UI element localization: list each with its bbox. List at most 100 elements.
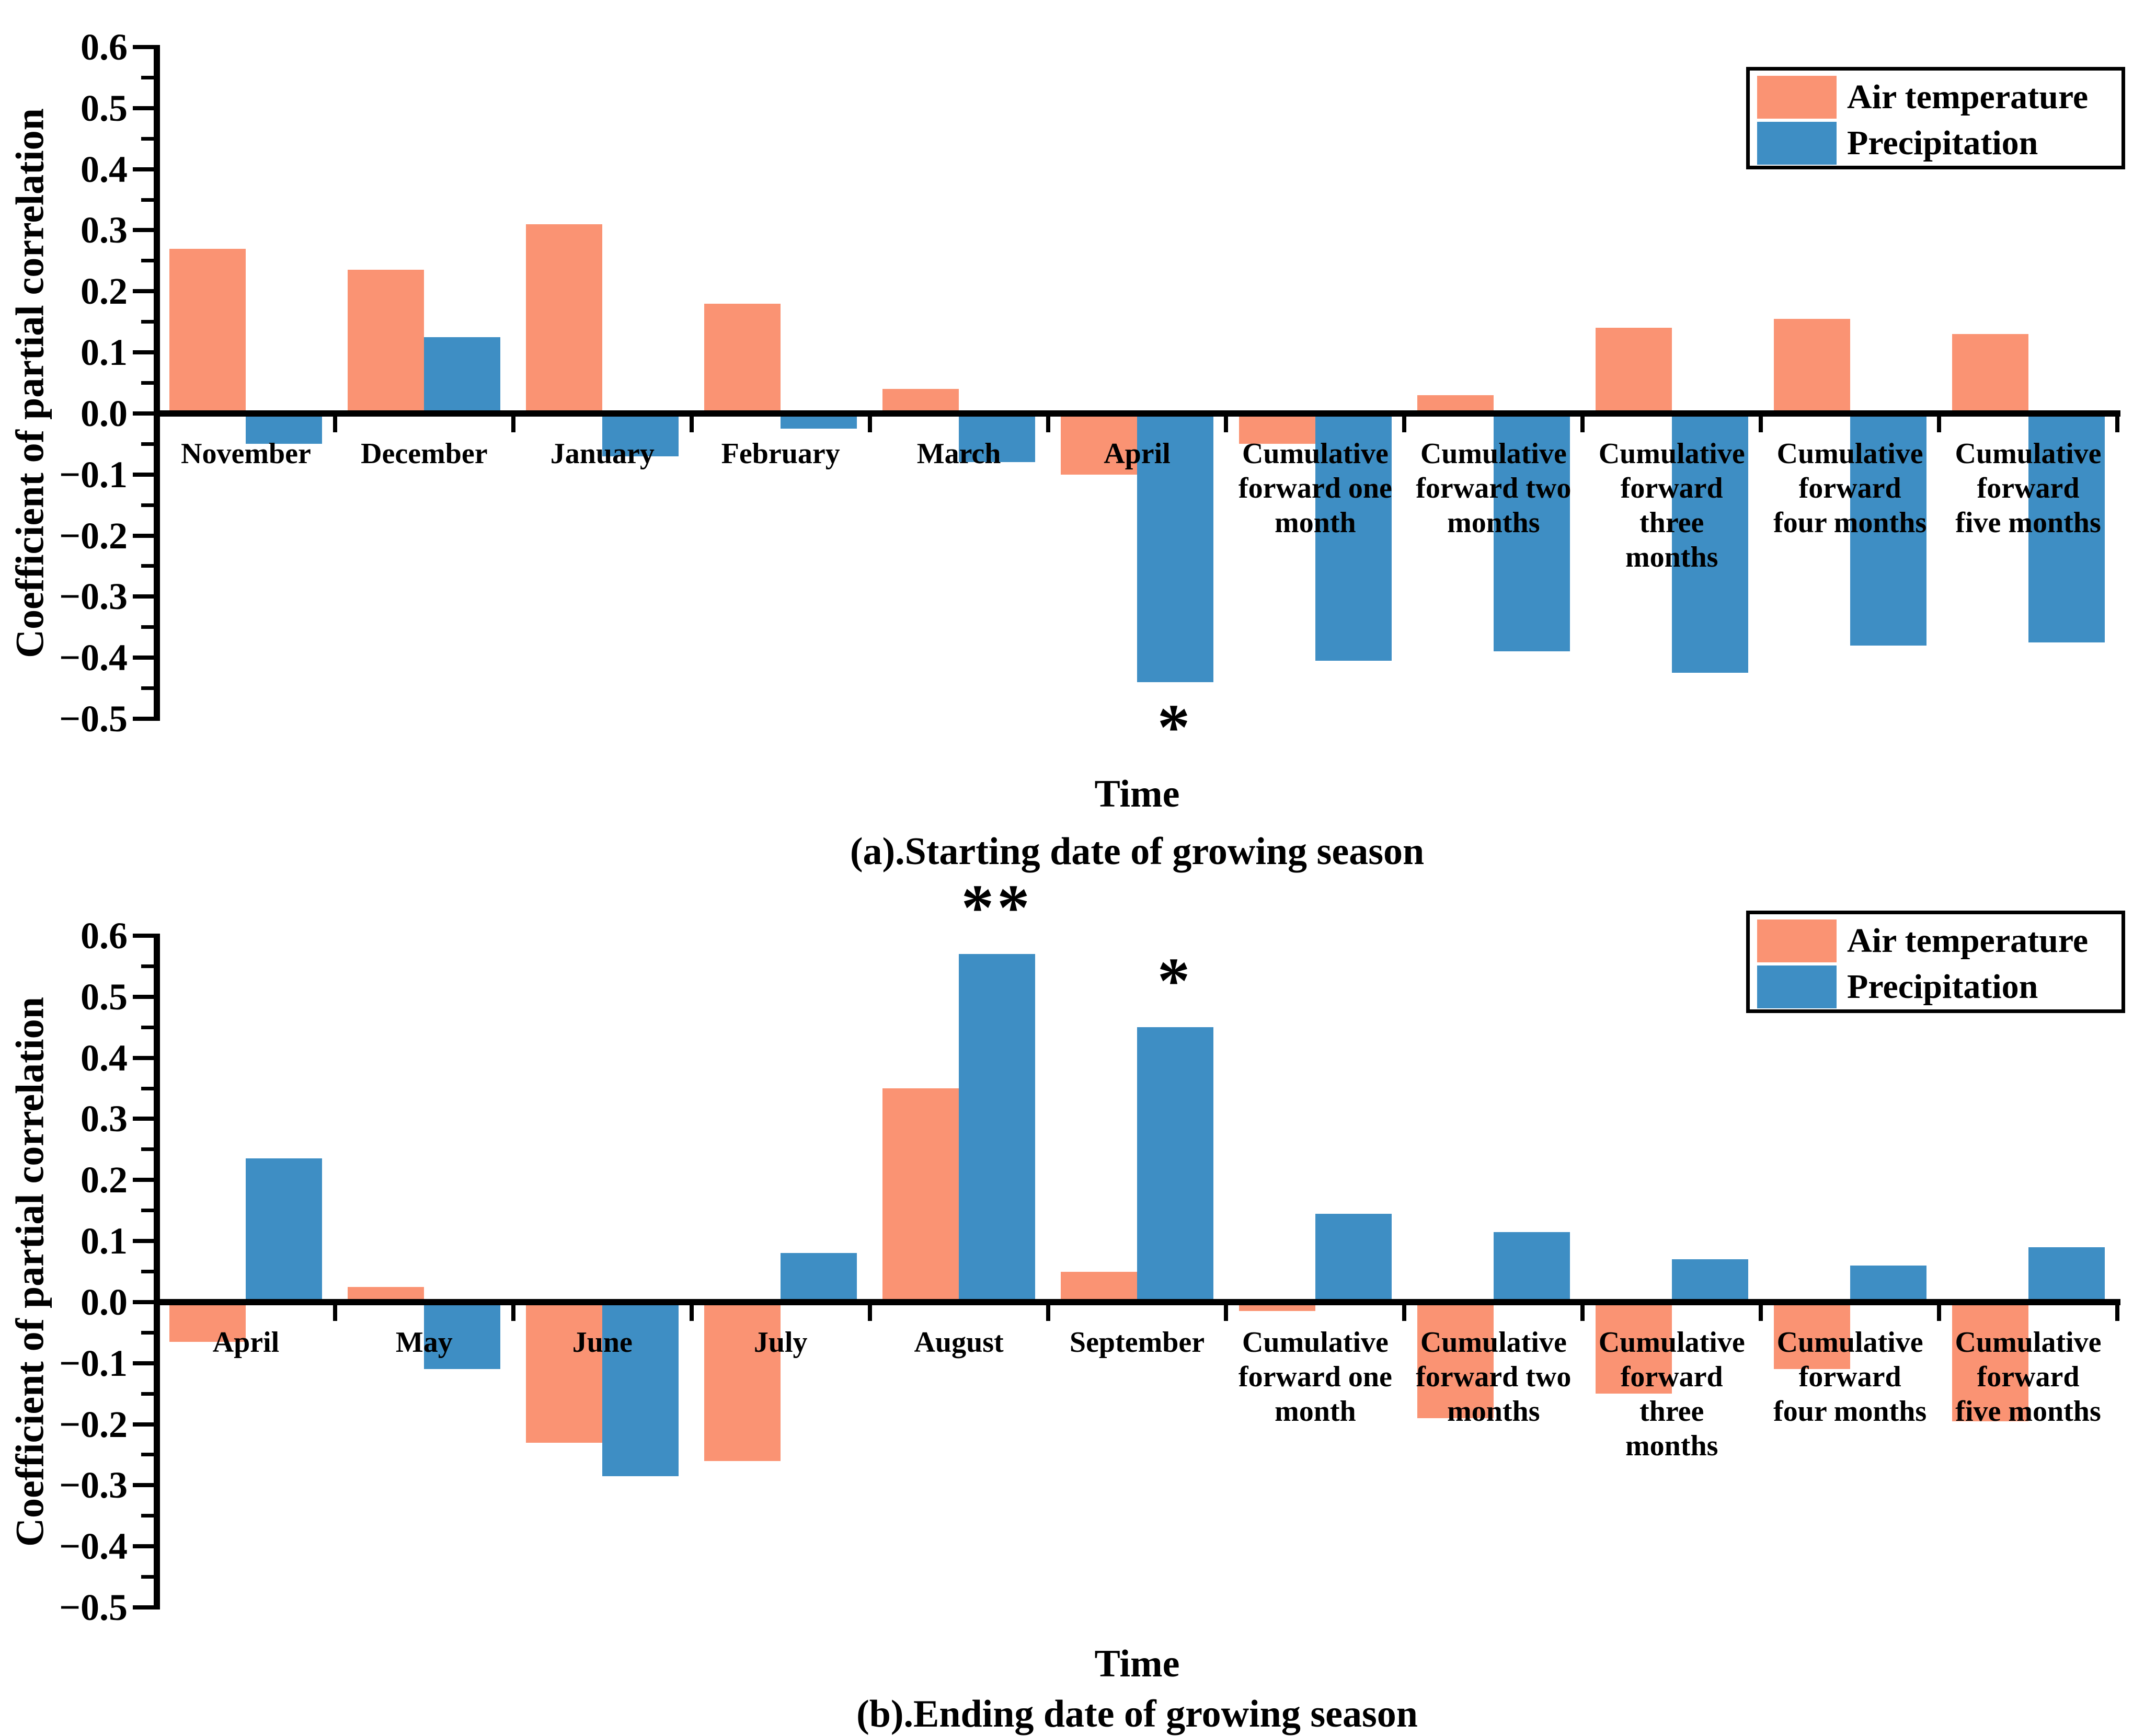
x-tick: [1580, 416, 1585, 432]
y-tick-label: −0.3: [59, 576, 128, 618]
y-minor-tick: [141, 1330, 154, 1335]
y-major-tick: [133, 1300, 154, 1304]
x-category-label-line: forward: [1620, 1360, 1723, 1393]
legend-label-precipitation: Precipitation: [1847, 968, 2038, 1006]
y-minor-tick: [141, 1392, 154, 1396]
bar-precipitation: [1671, 413, 1748, 673]
y-tick-label: −0.2: [59, 514, 128, 557]
bar-air-temperature: [1952, 1302, 2028, 1421]
y-major-tick: [133, 1483, 154, 1488]
y-major-tick: [133, 656, 154, 660]
bar-air-temperature: [704, 1302, 781, 1461]
x-category-label-line: forward two: [1416, 472, 1572, 504]
x-tick: [332, 416, 337, 432]
y-major-tick: [133, 934, 154, 938]
bar-air-temperature: [526, 224, 603, 413]
y-major-tick: [133, 350, 154, 355]
y-tick-label: 0.6: [81, 915, 128, 957]
x-category-label-line: forward one: [1238, 472, 1392, 504]
x-category-label-line: Cumulative: [1955, 437, 2102, 470]
y-tick-label: −0.3: [59, 1464, 128, 1507]
x-category-label-line: five months: [1955, 1395, 2101, 1428]
bar-air-temperature: [882, 1088, 959, 1302]
x-tick: [1046, 1305, 1050, 1321]
x-category-label-line: May: [395, 1326, 453, 1359]
x-category-label-line: February: [721, 437, 840, 470]
y-major-tick: [133, 717, 154, 721]
y-minor-tick: [141, 1575, 154, 1579]
x-category-label: February: [671, 436, 890, 471]
bar-air-temperature: [1061, 413, 1137, 475]
x-tick: [1937, 416, 1942, 432]
x-category-label-line: Cumulative: [1776, 1326, 1923, 1359]
bar-precipitation: [959, 954, 1036, 1302]
x-category-label: Cumulative forward one month: [1206, 1325, 1425, 1429]
bar-precipitation: [959, 413, 1036, 463]
y-tick-label: 0.1: [81, 1220, 128, 1262]
x-axis-line: [154, 1298, 2120, 1305]
x-axis-title: Time: [1094, 773, 1180, 815]
x-category-label-line: November: [181, 437, 311, 470]
x-category-label-line: Cumulative: [1598, 1326, 1745, 1359]
x-category-label-line: forward: [1620, 472, 1723, 504]
y-tick-label: 0.0: [81, 1281, 128, 1323]
y-minor-tick: [141, 503, 154, 507]
x-category-label: August: [849, 1325, 1069, 1360]
y-minor-tick: [141, 75, 154, 79]
x-category-label-line: forward: [1798, 1360, 1901, 1393]
bar-air-temperature: [1952, 334, 2028, 413]
x-category-label: Cumulative forward five months: [1919, 1325, 2133, 1429]
x-category-label-line: Cumulative: [1242, 437, 1389, 470]
y-tick-label: 0.0: [81, 392, 128, 434]
legend-label-air-temperature: Air temperature: [1847, 922, 2089, 960]
y-minor-tick: [141, 686, 154, 691]
y-axis-spine: [154, 45, 160, 721]
x-axis-line: [154, 410, 2120, 417]
x-category-label: Cumulative forward three months: [1562, 1325, 1782, 1463]
y-tick-label: 0.4: [81, 148, 128, 190]
y-minor-tick: [141, 1025, 154, 1029]
x-category-label: Cumulative forward four months: [1740, 436, 1960, 540]
bar-precipitation: [1493, 1232, 1570, 1302]
x-category-label: July: [671, 1325, 890, 1360]
x-category-label-line: Cumulative: [1420, 1326, 1567, 1359]
y-major-tick: [133, 594, 154, 599]
y-major-tick: [133, 1178, 154, 1182]
significance-marker: *: [1157, 691, 1194, 764]
y-tick-label: 0.5: [81, 975, 128, 1018]
x-category-label: September: [1027, 1325, 1247, 1360]
y-tick-label: −0.1: [59, 453, 128, 496]
y-major-tick: [133, 472, 154, 477]
y-major-tick: [133, 1422, 154, 1427]
y-tick-label: −0.5: [59, 698, 128, 740]
bar-air-temperature: [348, 270, 425, 413]
x-category-label-line: forward two: [1416, 1360, 1572, 1393]
x-tick: [867, 1305, 872, 1321]
y-tick-label: 0.4: [81, 1037, 128, 1079]
y-tick-label: 0.3: [81, 1098, 128, 1140]
x-category-label: December: [314, 436, 534, 471]
bar-precipitation: [424, 337, 501, 413]
bar-air-temperature: [1773, 318, 1850, 413]
legend: Air temperature Precipitation: [1746, 911, 2125, 1013]
y-minor-tick: [141, 564, 154, 568]
x-tick: [1402, 1305, 1407, 1321]
y-minor-tick: [141, 1514, 154, 1518]
bar-precipitation: [1493, 413, 1570, 652]
y-axis-spine: [154, 934, 160, 1609]
legend-label-air-temperature: Air temperature: [1847, 78, 2089, 116]
x-category-label: June: [492, 1325, 712, 1360]
x-category-label-line: March: [916, 437, 1001, 470]
bar-precipitation: [1315, 413, 1392, 661]
y-major-tick: [133, 1605, 154, 1609]
x-category-label-line: three: [1639, 1395, 1704, 1428]
bar-precipitation: [1671, 1259, 1748, 1302]
x-category-label-line: three: [1639, 506, 1704, 539]
x-category-label-line: Cumulative: [1242, 1326, 1389, 1359]
x-category-label-line: month: [1275, 1395, 1356, 1428]
x-category-label: Cumulative forward two months: [1384, 436, 1603, 540]
x-category-label-line: December: [361, 437, 488, 470]
bar-precipitation: [602, 1302, 679, 1476]
